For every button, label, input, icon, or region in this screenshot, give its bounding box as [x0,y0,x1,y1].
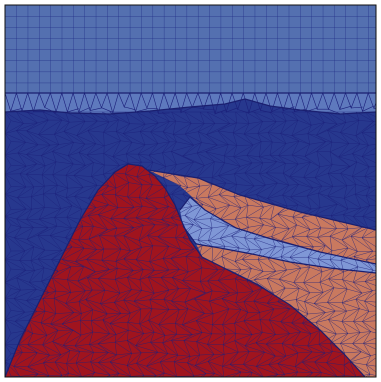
region-boundaries [5,92,376,377]
upper-layer-quad-grid [5,5,376,93]
viewport-border [4,4,377,378]
region-dipping-layer-lower [196,244,376,377]
